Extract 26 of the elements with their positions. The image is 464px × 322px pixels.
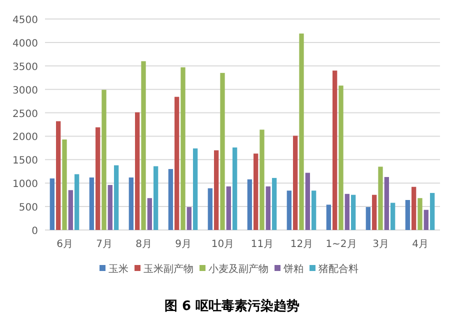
legend-label: 小麦及副产物 (208, 263, 268, 275)
x-tick-label: 10月 (211, 239, 234, 250)
y-tick-label: 4000 (12, 38, 38, 50)
y-tick-label: 500 (18, 202, 38, 214)
x-tick-label: 9月 (175, 239, 192, 250)
x-tick-label: 12月 (290, 239, 314, 250)
y-tick-label: 0 (32, 226, 38, 237)
x-tick-label: 4月 (412, 239, 428, 250)
x-tick-label: 11月 (250, 239, 274, 250)
legend-label: 玉米 (108, 263, 128, 275)
x-tick-label: 1~2月 (326, 239, 357, 250)
legend-label: 玉米副产物 (144, 263, 194, 275)
legend-label: 猪配合料 (318, 263, 358, 275)
x-tick-label: 7月 (96, 239, 112, 250)
y-tick-label: 2000 (12, 132, 38, 144)
y-tick-label: 2500 (12, 108, 38, 120)
legend-label: 饼粕 (282, 263, 304, 275)
x-tick-label: 3月 (372, 239, 389, 250)
y-tick-label: 3000 (12, 85, 38, 96)
y-tick-label: 1000 (12, 179, 38, 190)
y-tick-label: 3500 (12, 62, 38, 73)
y-tick-label: 4500 (12, 15, 38, 26)
y-tick-label: 1500 (12, 156, 38, 167)
text: 图 6 呕吐毒素污染趋势 (164, 298, 300, 314)
x-tick-label: 6月 (56, 239, 73, 250)
x-tick-label: 8月 (136, 239, 152, 250)
